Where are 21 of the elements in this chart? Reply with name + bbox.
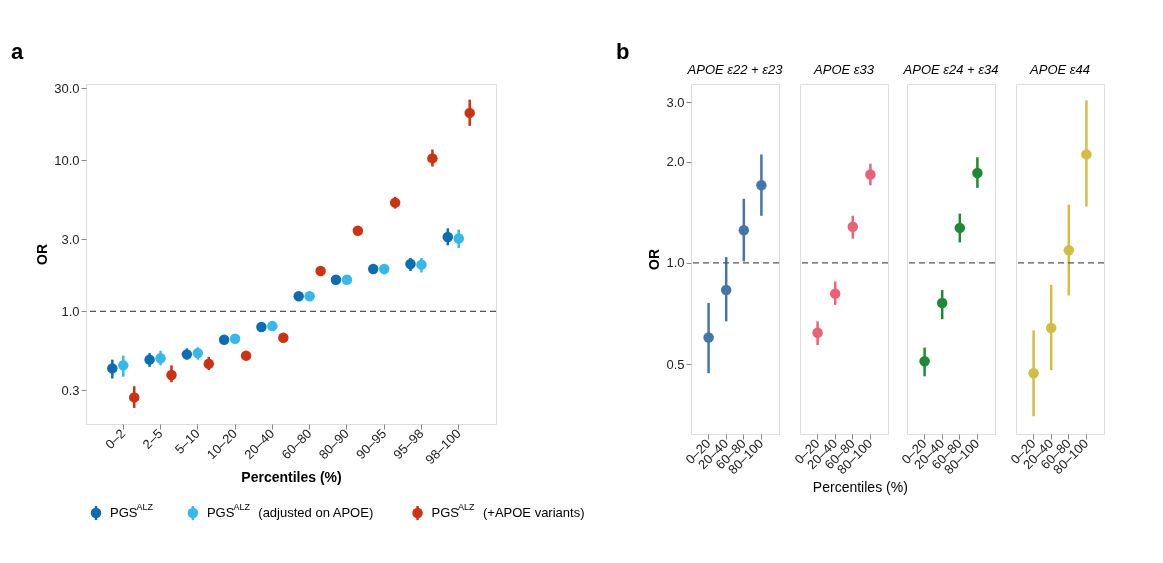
chart-title: APOE ε33 bbox=[813, 62, 875, 77]
y-tick-label: 3.0 bbox=[666, 94, 685, 110]
y-tick-label: 1.0 bbox=[61, 303, 80, 319]
y-tick-label: 10.0 bbox=[54, 152, 80, 168]
chart-title: APOE ε22 + ε23 bbox=[686, 62, 784, 77]
x-tick-label: 2–5 bbox=[139, 425, 166, 452]
x-axis-title: Percentiles (%) bbox=[241, 469, 342, 486]
x-axis-title: Percentiles (%) bbox=[812, 479, 908, 496]
y-tick-label: 2.0 bbox=[666, 154, 685, 170]
text: b bbox=[616, 39, 630, 64]
x-tick-label: 0–2 bbox=[102, 425, 129, 452]
chart-title: APOE ε24 + ε34 bbox=[902, 62, 999, 77]
y-axis-title: OR bbox=[34, 244, 51, 265]
y-tick-label: 0.5 bbox=[666, 356, 685, 372]
y-tick-label: 3.0 bbox=[61, 231, 80, 247]
text: a bbox=[11, 39, 24, 64]
y-tick-label: 0.3 bbox=[61, 382, 80, 398]
y-tick-label: 30.0 bbox=[54, 80, 80, 96]
y-tick-label: 1.0 bbox=[666, 255, 685, 271]
chart-title: APOE ε44 bbox=[1029, 62, 1090, 77]
y-axis-title: OR bbox=[646, 249, 663, 270]
